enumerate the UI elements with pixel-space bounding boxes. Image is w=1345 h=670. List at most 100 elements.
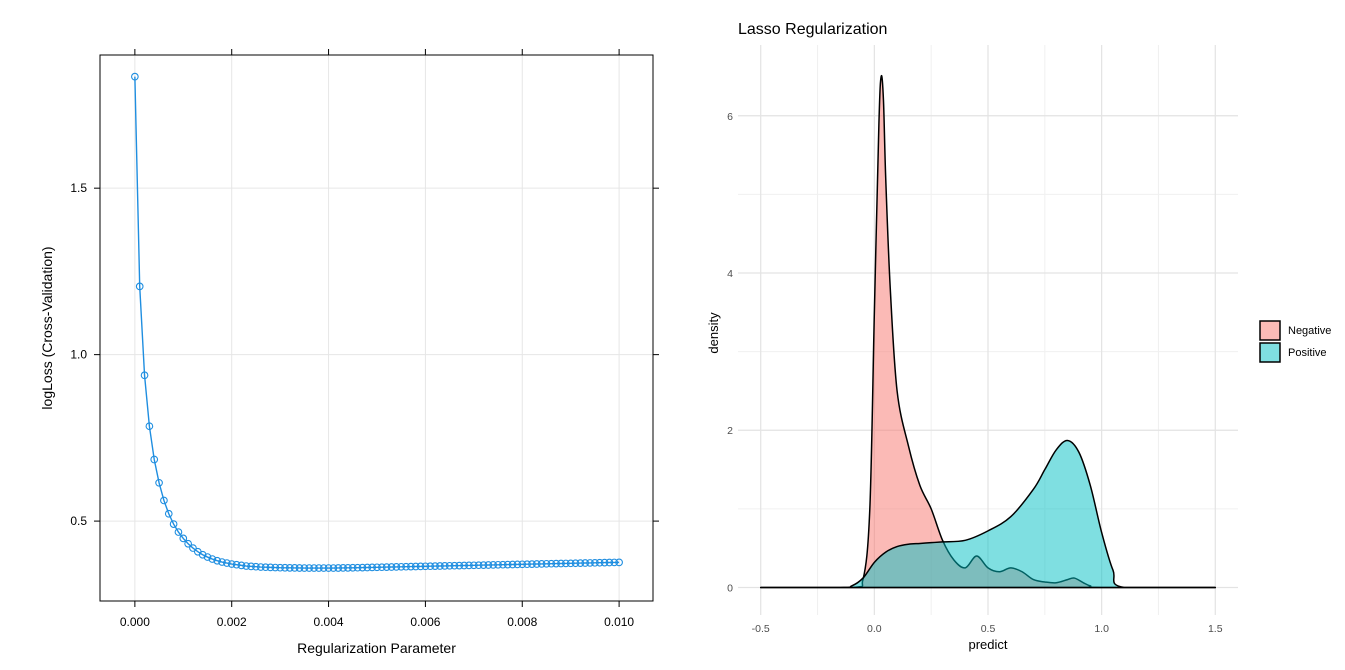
logloss-point xyxy=(179,534,188,543)
logloss-point xyxy=(595,558,604,567)
logloss-point xyxy=(561,559,570,568)
logloss-point xyxy=(436,562,444,570)
logloss-point xyxy=(450,561,459,570)
logloss-point xyxy=(285,563,294,572)
logloss-point xyxy=(150,455,159,464)
logloss-point xyxy=(242,562,251,570)
logloss-point xyxy=(469,561,478,570)
logloss-point xyxy=(295,564,304,572)
left-x-tick-label: 0.006 xyxy=(410,615,440,629)
legend: Negative Positive xyxy=(1259,320,1331,363)
logloss-point xyxy=(131,72,139,81)
logloss-chart: 0.000 0.002 0.004 0.006 0.008 0.0100.51.01.5 … xyxy=(39,49,659,656)
logloss-point xyxy=(232,560,241,569)
logloss-point xyxy=(305,564,314,572)
logloss-point xyxy=(431,562,439,570)
legend-key-negative xyxy=(1259,320,1281,341)
logloss-point xyxy=(198,550,207,559)
logloss-point xyxy=(290,564,299,572)
logloss-point xyxy=(368,563,376,572)
logloss-point xyxy=(566,559,575,568)
logloss-point xyxy=(315,564,323,572)
logloss-point xyxy=(324,564,333,572)
logloss-point xyxy=(237,561,246,570)
logloss-point xyxy=(155,478,163,487)
logloss-point xyxy=(513,560,522,569)
left-x-tick-label: 0.008 xyxy=(507,615,537,629)
legend-label-positive: Positive xyxy=(1288,347,1327,359)
logloss-point xyxy=(610,558,619,567)
logloss-point xyxy=(445,561,454,570)
logloss-point xyxy=(397,562,406,571)
logloss-point xyxy=(479,561,488,569)
density-chart: Lasso Regularization -0.5 0.0 0.5 1.0 1.5 0 2 4… xyxy=(706,21,1238,652)
logloss-point xyxy=(392,563,401,571)
left-x-axis-title: Regularization Parameter xyxy=(297,640,456,656)
logloss-point xyxy=(310,564,318,572)
left-y-axis-title: logLoss (Cross-Validation) xyxy=(39,246,55,409)
logloss-point xyxy=(334,564,343,572)
logloss-point xyxy=(271,563,280,572)
logloss-point xyxy=(252,562,260,571)
logloss-point xyxy=(348,563,357,572)
density-area-positive xyxy=(759,439,1217,589)
logloss-point xyxy=(281,563,289,572)
logloss-point xyxy=(605,558,614,567)
right-x-tick-label: 0.0 xyxy=(867,623,882,635)
logloss-point xyxy=(135,282,144,291)
logloss-point xyxy=(261,563,270,572)
logloss-point xyxy=(140,371,149,380)
left-x-tick-label: 0.004 xyxy=(314,615,344,629)
logloss-point xyxy=(484,561,493,569)
logloss-point xyxy=(203,553,212,561)
logloss-point xyxy=(358,563,367,572)
logloss-point xyxy=(499,560,507,569)
logloss-point xyxy=(407,562,415,571)
logloss-point xyxy=(300,564,309,572)
left-plot-frame xyxy=(99,54,654,602)
logloss-point xyxy=(227,560,236,568)
right-chart-title: Lasso Regularization xyxy=(738,21,887,38)
logloss-point xyxy=(402,562,410,571)
logloss-point xyxy=(266,563,275,572)
logloss-point xyxy=(440,562,449,570)
density-areas xyxy=(759,74,1217,589)
logloss-point xyxy=(532,560,541,568)
logloss-point xyxy=(344,563,352,572)
logloss-point xyxy=(542,559,551,568)
logloss-point xyxy=(489,561,498,569)
logloss-point xyxy=(591,558,599,567)
logloss-point xyxy=(576,559,585,567)
right-y-tick-label: 0 xyxy=(727,582,733,594)
logloss-series xyxy=(131,72,623,572)
logloss-point xyxy=(373,563,381,572)
right-axis-ticks: -0.5 0.0 0.5 1.0 1.5 0 2 4 6 xyxy=(727,111,1223,635)
logloss-point xyxy=(421,562,430,571)
logloss-point xyxy=(465,561,473,570)
logloss-point xyxy=(600,558,609,567)
logloss-point xyxy=(189,544,197,552)
right-x-tick-label: 1.5 xyxy=(1208,623,1223,635)
left-y-tick-label: 1.5 xyxy=(70,181,87,195)
logloss-point xyxy=(339,564,347,572)
logloss-point xyxy=(494,560,502,569)
logloss-point xyxy=(547,559,556,568)
left-y-tick-label: 1.0 xyxy=(70,348,87,362)
logloss-point xyxy=(247,562,255,571)
right-x-tick-label: -0.5 xyxy=(752,623,770,635)
logloss-point xyxy=(353,563,362,572)
logloss-point xyxy=(508,560,517,569)
logloss-point xyxy=(528,560,536,568)
right-y-tick-label: 2 xyxy=(727,425,733,437)
logloss-point xyxy=(571,559,580,568)
logloss-point xyxy=(411,562,420,571)
logloss-point xyxy=(145,422,154,431)
logloss-point xyxy=(329,564,338,572)
left-x-tick-label: 0.010 xyxy=(604,615,634,629)
legend-key-positive xyxy=(1259,342,1281,363)
logloss-point xyxy=(377,563,386,572)
logloss-point xyxy=(615,558,623,567)
logloss-point xyxy=(537,560,546,568)
logloss-point xyxy=(382,563,391,571)
